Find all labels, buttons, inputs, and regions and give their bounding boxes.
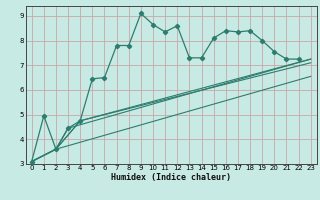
- X-axis label: Humidex (Indice chaleur): Humidex (Indice chaleur): [111, 173, 231, 182]
